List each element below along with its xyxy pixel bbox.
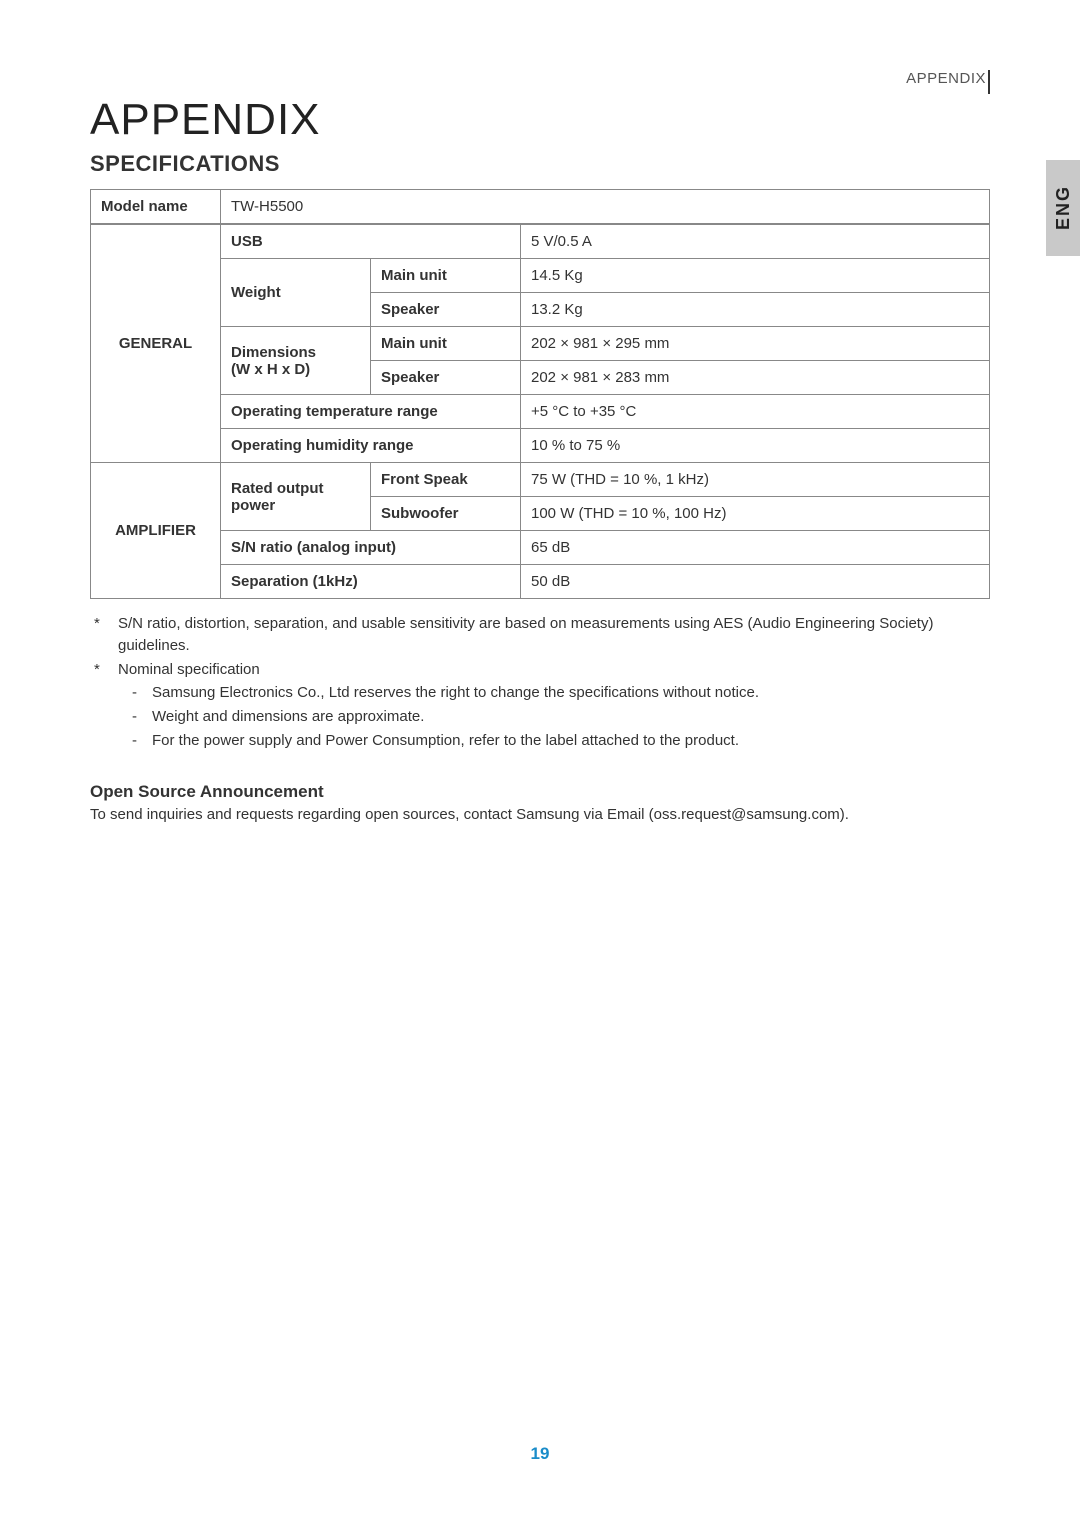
asterisk-icon: * (90, 659, 118, 681)
note-text: Nominal specification (118, 659, 990, 681)
note-subtext: Samsung Electronics Co., Ltd reserves th… (152, 682, 990, 704)
table-row: Operating humidity range 10 % to 75 % (91, 429, 990, 463)
page-container: APPENDIX APPENDIX SPECIFICATIONS Model n… (0, 0, 1080, 823)
sep-value: 50 dB (521, 565, 990, 599)
rated-sub-label: Subwoofer (371, 497, 521, 531)
osa-body: To send inquiries and requests regarding… (90, 806, 990, 823)
dim-main-label: Main unit (371, 327, 521, 361)
usb-value: 5 V/0.5 A (521, 225, 990, 259)
note-subrow: - Weight and dimensions are approximate. (90, 706, 990, 728)
amplifier-label: AMPLIFIER (91, 463, 221, 599)
header-divider (988, 70, 990, 94)
table-row: Operating temperature range +5 °C to +35… (91, 395, 990, 429)
sn-label: S/N ratio (analog input) (221, 531, 521, 565)
language-tab: ENG (1046, 160, 1080, 256)
page-title: APPENDIX (90, 95, 990, 145)
table-row: Separation (1kHz) 50 dB (91, 565, 990, 599)
open-source-announcement: Open Source Announcement To send inquiri… (90, 782, 990, 823)
asterisk-icon: * (90, 613, 118, 657)
dim-main-value: 202 × 981 × 295 mm (521, 327, 990, 361)
dash-icon: - (132, 730, 152, 752)
osa-title: Open Source Announcement (90, 782, 990, 802)
rated-label-line2: power (231, 497, 275, 514)
usb-label: USB (221, 225, 521, 259)
table-row: Weight Main unit 14.5 Kg (91, 259, 990, 293)
weight-speaker-label: Speaker (371, 293, 521, 327)
notes: * S/N ratio, distortion, separation, and… (90, 613, 990, 752)
model-name-label: Model name (91, 190, 221, 224)
dim-speaker-label: Speaker (371, 361, 521, 395)
page-number: 19 (0, 1444, 1080, 1464)
language-label: ENG (1053, 185, 1074, 230)
table-row: S/N ratio (analog input) 65 dB (91, 531, 990, 565)
note-subrow: - For the power supply and Power Consump… (90, 730, 990, 752)
dash-icon: - (132, 682, 152, 704)
rated-sub-value: 100 W (THD = 10 %, 100 Hz) (521, 497, 990, 531)
sn-value: 65 dB (521, 531, 990, 565)
dimensions-label: Dimensions (W x H x D) (221, 327, 371, 395)
model-name-value: TW-H5500 (221, 190, 990, 224)
header-label: APPENDIX (90, 70, 990, 87)
note-subtext: For the power supply and Power Consumpti… (152, 730, 990, 752)
rated-front-value: 75 W (THD = 10 %, 1 kHz) (521, 463, 990, 497)
dimensions-label-line1: Dimensions (231, 344, 316, 361)
general-label: GENERAL (91, 225, 221, 463)
weight-label: Weight (221, 259, 371, 327)
model-table: Model name TW-H5500 (90, 189, 990, 224)
rated-label-line1: Rated output (231, 480, 323, 497)
note-row: * Nominal specification (90, 659, 990, 681)
rated-front-label: Front Speak (371, 463, 521, 497)
note-row: * S/N ratio, distortion, separation, and… (90, 613, 990, 657)
spec-table: GENERAL USB 5 V/0.5 A Weight Main unit 1… (90, 224, 990, 599)
weight-main-value: 14.5 Kg (521, 259, 990, 293)
optemp-label: Operating temperature range (221, 395, 521, 429)
table-row: GENERAL USB 5 V/0.5 A (91, 225, 990, 259)
dim-speaker-value: 202 × 981 × 283 mm (521, 361, 990, 395)
rated-label: Rated output power (221, 463, 371, 531)
table-row: AMPLIFIER Rated output power Front Speak… (91, 463, 990, 497)
section-title: SPECIFICATIONS (90, 151, 990, 177)
note-text: S/N ratio, distortion, separation, and u… (118, 613, 990, 657)
note-subrow: - Samsung Electronics Co., Ltd reserves … (90, 682, 990, 704)
note-subtext: Weight and dimensions are approximate. (152, 706, 990, 728)
weight-main-label: Main unit (371, 259, 521, 293)
ophum-value: 10 % to 75 % (521, 429, 990, 463)
sep-label: Separation (1kHz) (221, 565, 521, 599)
dimensions-label-line2: (W x H x D) (231, 361, 310, 378)
weight-speaker-value: 13.2 Kg (521, 293, 990, 327)
ophum-label: Operating humidity range (221, 429, 521, 463)
table-row: Model name TW-H5500 (91, 190, 990, 224)
optemp-value: +5 °C to +35 °C (521, 395, 990, 429)
table-row: Dimensions (W x H x D) Main unit 202 × 9… (91, 327, 990, 361)
dash-icon: - (132, 706, 152, 728)
